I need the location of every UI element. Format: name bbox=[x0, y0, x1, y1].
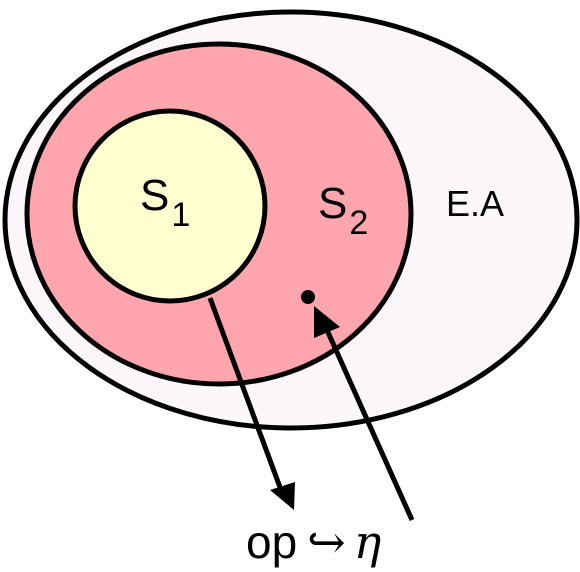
s1-label: S1 bbox=[140, 171, 190, 234]
s2-label: S2 bbox=[318, 179, 368, 242]
arrow-s1-to-op bbox=[207, 297, 284, 491]
formula: op ↪ η bbox=[246, 515, 382, 569]
arrow-head-op bbox=[270, 482, 295, 510]
set-s1-circle bbox=[72, 108, 268, 304]
arrow-head-dot bbox=[314, 306, 340, 338]
element-dot bbox=[301, 290, 315, 304]
ea-label: E.A bbox=[446, 183, 504, 224]
arrow-eta-to-dot bbox=[324, 328, 415, 522]
